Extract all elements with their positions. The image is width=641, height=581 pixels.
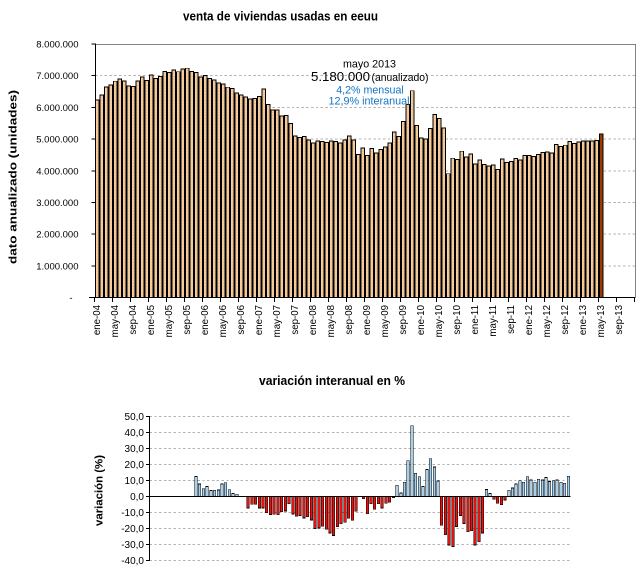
svg-text:variación (%): variación (%) (94, 455, 106, 526)
svg-text:4.000.000: 4.000.000 (36, 166, 78, 177)
svg-text:20,0: 20,0 (125, 460, 145, 471)
svg-text:may-09: may-09 (380, 305, 391, 337)
svg-text:5.180.000: 5.180.000 (311, 69, 370, 84)
svg-text:50,0: 50,0 (125, 412, 145, 423)
svg-text:ene-04: ene-04 (92, 304, 103, 335)
svg-text:40,0: 40,0 (125, 428, 145, 439)
svg-text:sep-11: sep-11 (506, 305, 517, 334)
svg-text:sep-04: sep-04 (128, 304, 139, 334)
svg-text:may-07: may-07 (272, 305, 283, 337)
svg-text:-20,0: -20,0 (121, 524, 144, 535)
svg-text:may-05: may-05 (164, 305, 175, 337)
svg-text:30,0: 30,0 (125, 444, 145, 455)
svg-text:(anualizado): (anualizado) (372, 72, 429, 84)
svg-text:ene-05: ene-05 (146, 305, 157, 335)
svg-text:may-12: may-12 (542, 305, 553, 337)
svg-text:sep-12: sep-12 (560, 305, 571, 335)
svg-text:10,0: 10,0 (125, 476, 145, 487)
svg-text:sep-13: sep-13 (614, 305, 625, 335)
svg-text:3.000.000: 3.000.000 (36, 198, 78, 209)
svg-text:ene-07: ene-07 (254, 305, 265, 335)
svg-text:6.000.000: 6.000.000 (36, 103, 78, 114)
svg-text:12,9% interanual: 12,9% interanual (329, 96, 410, 108)
svg-text:-40,0: -40,0 (121, 556, 144, 567)
svg-text:may-04: may-04 (110, 304, 121, 337)
svg-text:5.000.000: 5.000.000 (36, 135, 78, 146)
svg-text:0,0: 0,0 (130, 492, 144, 503)
svg-text:-10,0: -10,0 (121, 508, 144, 519)
svg-text:ene-10: ene-10 (416, 304, 427, 335)
svg-text:sep-05: sep-05 (182, 305, 193, 335)
svg-text:sep-06: sep-06 (236, 305, 247, 335)
svg-text:ene-09: ene-09 (362, 305, 373, 335)
svg-text:ene-08: ene-08 (308, 305, 319, 335)
svg-text:venta de viviendas usadas en e: venta de viviendas usadas en eeuu (183, 8, 378, 23)
svg-text:7.000.000: 7.000.000 (36, 71, 78, 82)
svg-text:may-11: may-11 (488, 305, 499, 337)
svg-text:ene-11: ene-11 (470, 305, 481, 334)
svg-text:ene-12: ene-12 (524, 305, 535, 335)
svg-text:4,2% mensual: 4,2% mensual (336, 84, 404, 96)
svg-text:dato anualizado (unidades): dato anualizado (unidades) (8, 90, 20, 264)
svg-text:sep-09: sep-09 (398, 305, 409, 335)
svg-text:sep-07: sep-07 (290, 305, 301, 335)
svg-text:mayo 2013: mayo 2013 (343, 59, 396, 71)
svg-text:may-06: may-06 (218, 305, 229, 337)
svg-text:-30,0: -30,0 (121, 540, 144, 551)
svg-text:variación interanual en %: variación interanual en % (259, 373, 405, 388)
svg-text:ene-06: ene-06 (200, 305, 211, 335)
svg-text:may-10: may-10 (434, 304, 445, 337)
svg-text:2.000.000: 2.000.000 (36, 230, 78, 241)
svg-text:8.000.000: 8.000.000 (36, 40, 78, 51)
svg-text:may-08: may-08 (326, 305, 337, 337)
svg-text:sep-10: sep-10 (452, 304, 463, 334)
svg-text:sep-08: sep-08 (344, 305, 355, 335)
svg-text:may-13: may-13 (596, 305, 607, 337)
svg-text:ene-13: ene-13 (578, 305, 589, 335)
svg-text:-: - (69, 293, 72, 304)
svg-text:1.000.000: 1.000.000 (36, 261, 78, 272)
